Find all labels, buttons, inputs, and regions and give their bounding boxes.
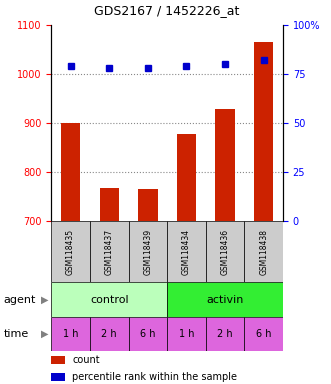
Text: GSM118437: GSM118437 <box>105 228 114 275</box>
Text: GDS2167 / 1452226_at: GDS2167 / 1452226_at <box>94 4 240 17</box>
Text: time: time <box>3 329 28 339</box>
Bar <box>177 134 196 221</box>
Bar <box>51 317 90 351</box>
Text: 1 h: 1 h <box>63 329 78 339</box>
Text: 6 h: 6 h <box>140 329 156 339</box>
Bar <box>51 356 65 364</box>
Text: 1 h: 1 h <box>179 329 194 339</box>
Bar <box>51 282 167 317</box>
Text: percentile rank within the sample: percentile rank within the sample <box>72 372 237 382</box>
Text: GSM118434: GSM118434 <box>182 228 191 275</box>
Bar <box>167 221 206 282</box>
Bar <box>90 221 128 282</box>
Bar <box>90 317 128 351</box>
Bar <box>51 221 90 282</box>
Text: 2 h: 2 h <box>217 329 233 339</box>
Bar <box>51 372 65 381</box>
Text: GSM118439: GSM118439 <box>143 228 152 275</box>
Text: GSM118435: GSM118435 <box>66 228 75 275</box>
Text: activin: activin <box>207 295 244 305</box>
Bar <box>128 317 167 351</box>
Bar <box>138 189 158 221</box>
Text: GSM118436: GSM118436 <box>220 228 230 275</box>
Text: count: count <box>72 356 100 366</box>
Bar <box>206 221 244 282</box>
Text: agent: agent <box>3 295 36 305</box>
Bar <box>167 282 283 317</box>
Bar <box>128 221 167 282</box>
Bar <box>244 221 283 282</box>
Bar <box>244 317 283 351</box>
Text: ▶: ▶ <box>40 295 48 305</box>
Text: 6 h: 6 h <box>256 329 271 339</box>
Text: ▶: ▶ <box>40 329 48 339</box>
Text: 2 h: 2 h <box>101 329 117 339</box>
Bar <box>167 317 206 351</box>
Bar <box>206 317 244 351</box>
Bar <box>254 42 273 221</box>
Text: GSM118438: GSM118438 <box>259 228 268 275</box>
Bar <box>100 187 119 221</box>
Bar <box>215 109 235 221</box>
Text: control: control <box>90 295 128 305</box>
Bar <box>61 123 80 221</box>
